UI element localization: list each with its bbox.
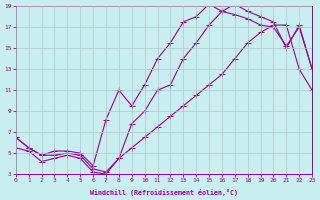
X-axis label: Windchill (Refroidissement éolien,°C): Windchill (Refroidissement éolien,°C): [90, 189, 238, 196]
